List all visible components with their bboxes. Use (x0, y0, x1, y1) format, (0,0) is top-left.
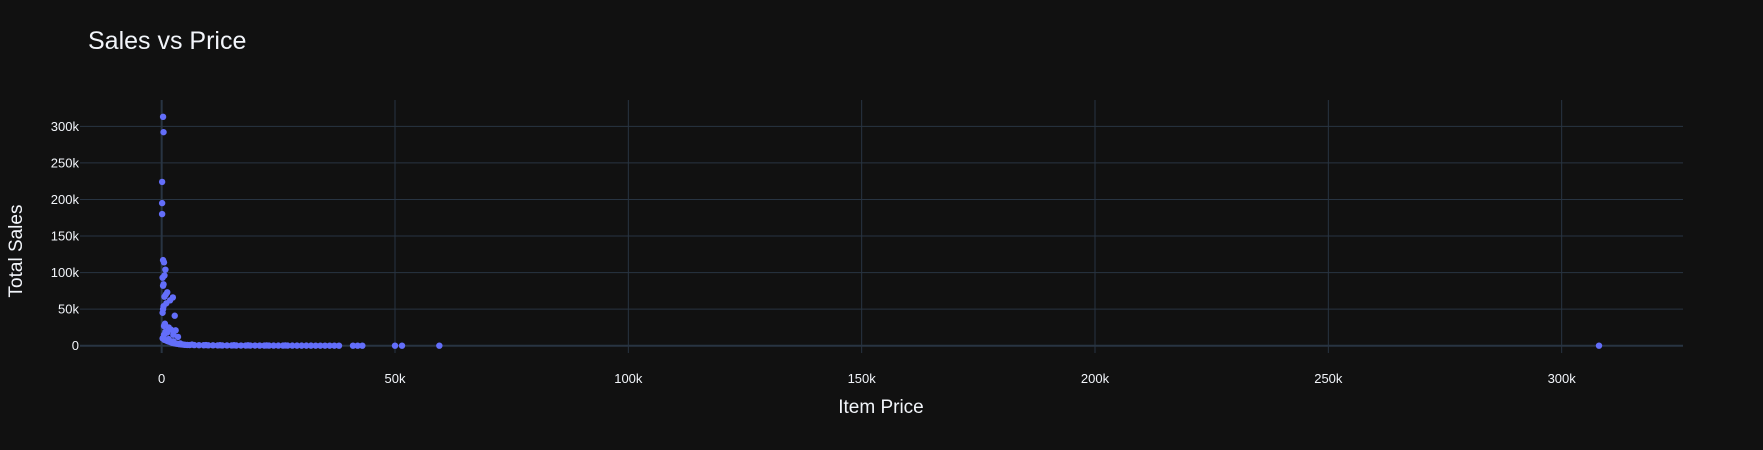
data-point (159, 113, 167, 121)
data-point (195, 341, 203, 349)
y-tick-label: 0 (72, 338, 79, 353)
grid (80, 100, 1683, 353)
x-tick-label: 100k (614, 371, 643, 386)
y-tick-label: 50k (58, 302, 79, 317)
x-tick-label: 250k (1314, 371, 1343, 386)
data-point (171, 312, 178, 319)
y-axis-ticks: 0 50k 100k 150k 200k 250k 300k (51, 119, 80, 353)
data-point (158, 199, 166, 207)
x-tick-label: 300k (1548, 371, 1577, 386)
y-tick-label: 150k (51, 229, 80, 244)
x-tick-label: 150k (848, 371, 877, 386)
chart-title: Sales vs Price (88, 27, 246, 55)
data-point (251, 342, 259, 349)
data-point (354, 342, 361, 349)
data-point (317, 342, 324, 349)
data-point (188, 341, 196, 348)
y-tick-label: 250k (51, 155, 80, 170)
data-point (282, 342, 289, 349)
data-point (436, 342, 443, 349)
data-point (307, 342, 315, 349)
data-point (331, 342, 338, 349)
data-point (162, 266, 169, 273)
data-point (237, 342, 245, 349)
data-point (335, 342, 343, 349)
data-point (159, 309, 166, 316)
data-point (263, 342, 270, 349)
data-point (161, 293, 168, 300)
data-point (303, 342, 310, 349)
data-point (174, 333, 182, 341)
data-point (349, 342, 357, 349)
data-point (398, 342, 406, 349)
data-point (270, 342, 277, 349)
x-tick-label: 50k (385, 371, 406, 386)
data-point (158, 210, 166, 218)
data-point (209, 342, 217, 349)
data-point (256, 342, 263, 349)
data-points (158, 113, 1603, 349)
data-point (359, 342, 366, 349)
data-point (391, 342, 399, 349)
data-point (230, 342, 238, 349)
y-tick-label: 300k (51, 119, 80, 134)
data-point (312, 342, 319, 349)
data-point (275, 342, 282, 349)
data-point (244, 342, 252, 349)
data-point (160, 128, 167, 136)
data-point (159, 274, 166, 281)
data-point (170, 338, 177, 345)
data-point (158, 178, 166, 186)
x-tick-label: 200k (1081, 371, 1110, 386)
data-point (326, 342, 333, 349)
data-point (160, 259, 168, 266)
data-point (202, 341, 210, 349)
data-point (1595, 342, 1603, 349)
data-point (223, 342, 231, 349)
x-tick-label: 0 (158, 371, 165, 386)
data-point (177, 340, 184, 347)
data-point (321, 342, 329, 349)
y-tick-label: 100k (51, 265, 80, 280)
data-point (298, 342, 305, 349)
data-point (216, 341, 224, 349)
x-axis-title: Item Price (838, 397, 924, 418)
data-point (289, 342, 296, 349)
data-point (293, 342, 301, 349)
data-point (159, 282, 167, 289)
x-axis-ticks: 0 50k 100k 150k 200k 250k 300k (158, 371, 1576, 386)
y-tick-label: 200k (51, 192, 80, 207)
data-point (160, 331, 168, 338)
y-axis-title: Total Sales (6, 205, 27, 298)
